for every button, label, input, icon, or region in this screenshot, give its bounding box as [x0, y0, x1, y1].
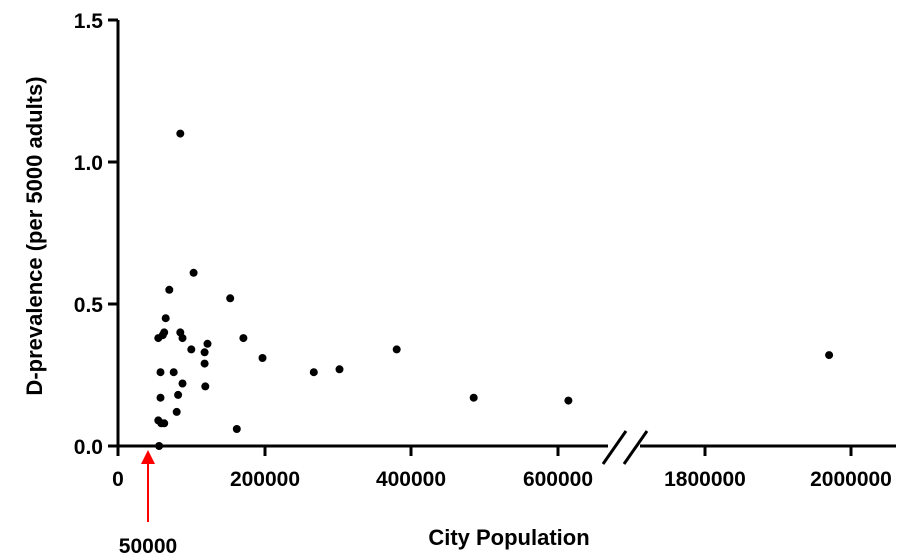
data-point-32 [564, 396, 573, 405]
y-tick-label-0: 0.0 [74, 436, 103, 459]
data-point-31 [469, 393, 478, 402]
x-axis-title: City Population [428, 525, 589, 550]
x-tick-label-400000: 400000 [376, 468, 446, 491]
annotation-arrow-head [141, 450, 155, 464]
x-tick-label-600000: 600000 [523, 468, 593, 491]
data-point-26 [239, 334, 248, 343]
data-point-28 [309, 368, 318, 377]
data-point-25 [232, 425, 241, 433]
data-point-8 [160, 419, 169, 428]
data-point-2 [155, 442, 164, 450]
data-point-23 [203, 339, 212, 348]
x-tick-label-200000: 200000 [230, 468, 300, 491]
data-point-24 [226, 294, 235, 303]
y-axis-title: D-prevalence (per 5000 adults) [22, 76, 47, 395]
data-point-16 [178, 334, 187, 343]
data-point-13 [174, 390, 183, 399]
annotation-label: 50000 [119, 535, 177, 558]
data-point-19 [189, 268, 198, 277]
data-point-20 [200, 348, 209, 357]
data-point-33 [825, 351, 834, 360]
data-point-4 [156, 393, 165, 402]
data-point-29 [335, 365, 344, 374]
y-tick-label-3: 1.5 [74, 10, 104, 33]
data-point-17 [178, 379, 187, 388]
data-point-18 [187, 345, 196, 354]
x-tick-label-1800000: 1800000 [664, 468, 746, 491]
data-point-9 [161, 314, 170, 323]
x-tick-label-2000000: 2000000 [810, 468, 892, 491]
data-point-27 [258, 354, 267, 362]
data-point-10 [165, 285, 174, 294]
axis-break-mark-2 [622, 430, 649, 465]
y-tick-label-2: 1.0 [74, 152, 103, 175]
points-layer [154, 129, 834, 450]
data-point-11 [169, 368, 178, 377]
data-point-3 [156, 368, 165, 377]
data-point-12 [172, 407, 181, 416]
x-tick-label-0: 0 [112, 468, 124, 491]
data-point-15 [176, 129, 185, 138]
data-point-21 [200, 359, 209, 368]
axis-break-mark-1 [601, 430, 628, 465]
y-tick-label-1: 0.5 [74, 294, 104, 317]
data-point-22 [201, 382, 210, 391]
data-point-7 [160, 328, 169, 337]
data-point-30 [392, 345, 401, 354]
